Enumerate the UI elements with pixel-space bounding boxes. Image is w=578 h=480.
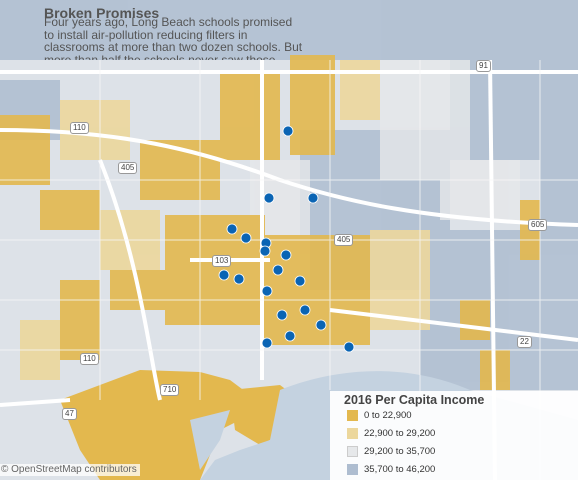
school-marker[interactable]: [284, 330, 296, 342]
school-marker[interactable]: [299, 304, 311, 316]
legend-swatch: [347, 410, 358, 421]
school-marker[interactable]: [240, 232, 252, 244]
school-marker[interactable]: [226, 223, 238, 235]
highway-shield: 710: [160, 384, 180, 396]
highway-shield: 405: [334, 234, 354, 246]
school-marker[interactable]: [280, 249, 292, 261]
legend-swatch: [347, 464, 358, 475]
legend-item: 22,900 to 29,200: [347, 428, 435, 442]
income-regions-high: [0, 0, 578, 390]
school-marker[interactable]: [276, 309, 288, 321]
legend-label: 35,700 to 46,200: [364, 464, 436, 476]
map-title: Broken Promises: [44, 5, 160, 21]
highway-shield: 22: [517, 336, 532, 348]
legend-item: 29,200 to 35,700: [347, 446, 435, 460]
legend-label: 22,900 to 29,200: [364, 428, 436, 440]
school-marker[interactable]: [294, 275, 306, 287]
school-marker[interactable]: [259, 245, 271, 257]
school-marker[interactable]: [343, 341, 355, 353]
school-marker[interactable]: [315, 319, 327, 331]
highway-shield: 47: [62, 408, 77, 420]
school-marker[interactable]: [307, 192, 319, 204]
school-marker[interactable]: [272, 264, 284, 276]
legend-item: 35,700 to 46,200: [347, 464, 435, 478]
legend-title: 2016 Per Capita Income: [344, 393, 485, 407]
minor-roads: [0, 60, 578, 480]
highway-shield: 110: [80, 353, 99, 365]
highway-shield: 405: [118, 162, 138, 174]
highway-shield: 91: [476, 60, 491, 72]
school-marker[interactable]: [282, 125, 294, 137]
highway-shield: 110: [70, 122, 89, 134]
school-marker[interactable]: [263, 192, 275, 204]
legend-label: 29,200 to 35,700: [364, 446, 436, 458]
school-marker[interactable]: [261, 337, 273, 349]
legend-swatch: [347, 428, 358, 439]
school-marker[interactable]: [261, 285, 273, 297]
school-markers[interactable]: [218, 125, 355, 353]
school-marker[interactable]: [233, 273, 245, 285]
highway-shield: 605: [528, 219, 548, 231]
legend-swatch: [347, 446, 358, 457]
legend-item: 0 to 22,900: [347, 410, 412, 424]
map-description: Four years ago, Long Beach schools promi…: [44, 16, 303, 60]
highway-shield: 103: [212, 255, 232, 267]
map-attribution[interactable]: © OpenStreetMap contributors: [0, 464, 140, 476]
school-marker[interactable]: [218, 269, 230, 281]
legend-label: 0 to 22,900: [364, 410, 412, 422]
income-legend: 2016 Per Capita Income 0 to 22,900 22,90…: [330, 391, 578, 480]
